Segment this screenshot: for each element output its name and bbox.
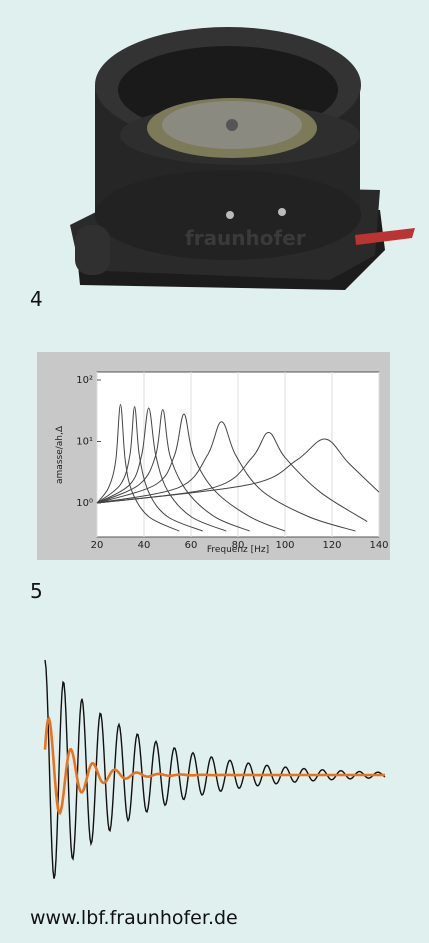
page: fraunhofer 4 Frequenz [Hz] amasse/ah,Δ 5… (0, 0, 429, 943)
x-tick-label: 20 (91, 540, 104, 551)
x-tick-label: 100 (275, 540, 294, 551)
x-tick-label: 60 (185, 540, 198, 551)
website-url: www.lbf.fraunhofer.de (30, 907, 238, 929)
y-tick-label: 10⁰ (76, 498, 93, 509)
product-photo: fraunhofer (70, 27, 415, 290)
y-tick-label: 10¹ (76, 437, 93, 448)
figure-label: 5 (30, 579, 43, 603)
x-tick-label: 120 (322, 540, 341, 551)
canvas: fraunhofer 4 Frequenz [Hz] amasse/ah,Δ 5… (0, 0, 429, 943)
x-tick-label: 80 (232, 540, 245, 551)
brand-text: fraunhofer (185, 226, 306, 250)
y-axis-label: amasse/ah,Δ (55, 425, 65, 484)
y-tick-label: 10² (76, 375, 93, 386)
figure-label: 4 (30, 287, 43, 311)
x-tick-label: 140 (369, 540, 388, 551)
damped-oscillation (45, 660, 385, 879)
x-tick-label: 40 (138, 540, 151, 551)
